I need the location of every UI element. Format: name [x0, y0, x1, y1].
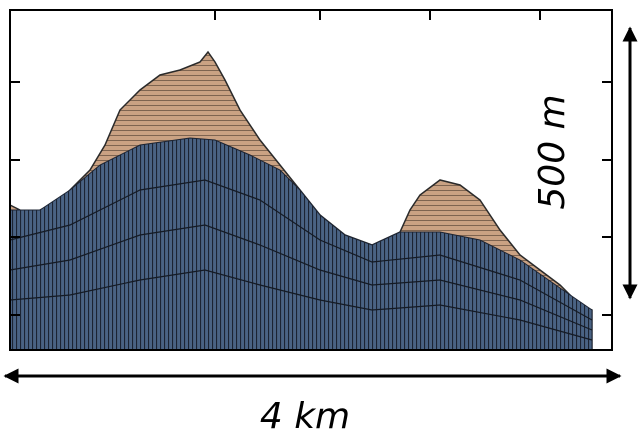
horizontal-scale-label: 4 km — [260, 396, 350, 437]
bedrock-layer — [9, 137, 593, 351]
plot-frame — [9, 9, 613, 351]
layer-lines — [9, 179, 593, 341]
ticks — [10, 10, 612, 316]
vertical-scale-label: 500 m — [532, 94, 573, 209]
